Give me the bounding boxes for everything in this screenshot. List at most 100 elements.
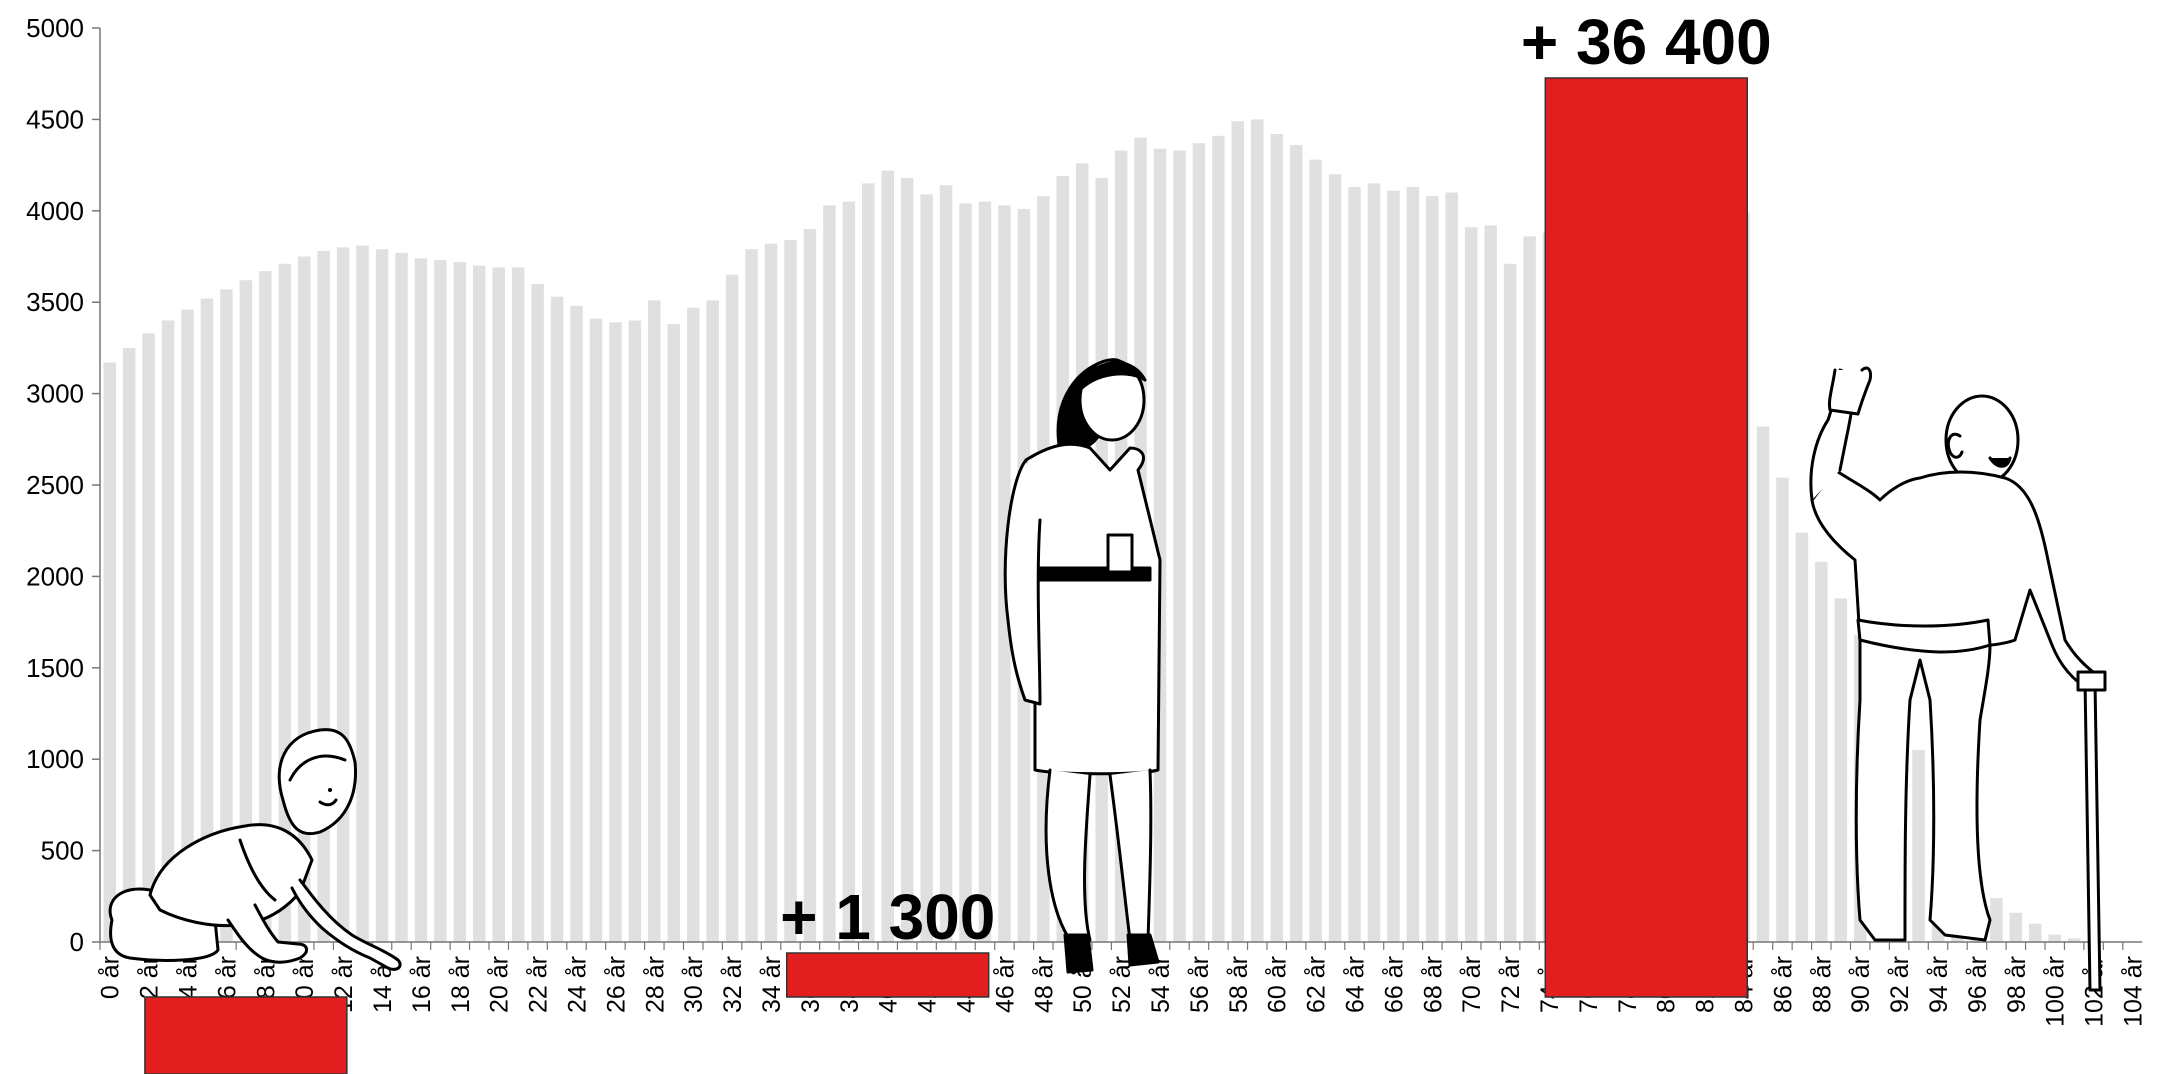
x-tick-label: 4 år — [175, 956, 203, 999]
age-bar — [862, 183, 875, 942]
age-bar — [511, 267, 525, 942]
x-tick-label: 98 år — [2003, 956, 2031, 1013]
age-bar — [200, 298, 214, 942]
age-bar — [395, 252, 408, 942]
age-bar — [259, 271, 272, 942]
age-bar — [648, 300, 661, 942]
age-bar — [628, 320, 642, 943]
x-axis: 0 år 2 år 4 år 6 år 8 år 10 år 12 år 14 år 16 år… — [97, 941, 2148, 1027]
x-tick-label: 92 år — [1886, 956, 1914, 1013]
age-bar — [492, 267, 505, 942]
age-bar — [142, 333, 155, 942]
age-bar — [1523, 236, 1536, 943]
age-bar — [978, 201, 992, 942]
age-bar — [473, 265, 486, 942]
y-tick-label: 4500 — [26, 104, 84, 134]
x-tick-label: 30 år — [680, 956, 708, 1013]
x-tick-label: 48 år — [1030, 956, 1058, 1013]
age-bar — [1173, 150, 1186, 942]
age-bar — [2009, 912, 2023, 942]
age-bar — [414, 258, 428, 942]
age-bar — [181, 309, 194, 943]
x-tick-label: 20 år — [486, 956, 514, 1013]
y-axis: 0 500 1000 1500 2000 2500 3000 3500 4000 4500 5000 — [26, 13, 101, 957]
x-tick-label: 18 år — [447, 956, 475, 1013]
age-bar — [1251, 119, 1264, 942]
age-bar — [1289, 144, 1303, 942]
x-tick-label: 22 år — [525, 956, 553, 1013]
age-bar — [1348, 187, 1361, 942]
age-bar — [881, 170, 894, 943]
highlight-label: + 36 400 — [1521, 6, 1772, 78]
y-tick-label: 2000 — [26, 561, 84, 591]
x-tick-label: 24 år — [564, 956, 592, 1013]
age-bar — [589, 318, 603, 943]
x-tick-label: 2 år — [136, 956, 164, 999]
age-bar — [2048, 934, 2061, 942]
age-bar — [1834, 598, 1848, 942]
age-bar — [1503, 263, 1517, 942]
x-tick-label: 54 år — [1147, 956, 1175, 1013]
x-tick-label: 68 år — [1419, 956, 1447, 1013]
x-tick-label: 86 år — [1769, 956, 1797, 1013]
age-bar — [803, 229, 817, 942]
crawling-baby-illustration — [108, 728, 402, 971]
age-bar — [686, 307, 700, 943]
age-bar — [1484, 225, 1497, 942]
age-bar — [1387, 190, 1400, 942]
age-bar — [2029, 923, 2042, 942]
highlight-bars: + 1 300 + 36 400 — [144, 6, 1772, 1074]
age-bar — [103, 362, 116, 942]
age-bar — [317, 251, 330, 943]
highlight-box — [144, 996, 348, 1074]
age-bar — [336, 247, 350, 943]
age-bar — [434, 260, 447, 942]
age-bar — [1795, 532, 1809, 942]
x-tick-label: 66 år — [1380, 956, 1408, 1013]
age-bar — [356, 245, 369, 943]
y-tick-label: 3000 — [26, 379, 84, 409]
x-tick-label: 104 år — [2120, 956, 2148, 1027]
age-bar — [745, 249, 758, 943]
x-tick-label: 6 år — [213, 956, 241, 999]
age-bar — [220, 289, 233, 942]
age-bar — [297, 256, 311, 942]
x-tick-label: 72 år — [1497, 956, 1525, 1013]
x-tick-label: 70 år — [1458, 956, 1486, 1013]
x-tick-label: 94 år — [1925, 956, 1953, 1013]
age-bar — [764, 243, 778, 943]
highlight-box — [1544, 77, 1749, 998]
age-bar — [1192, 143, 1206, 942]
y-tick-label: 4000 — [26, 196, 84, 226]
y-tick-label: 500 — [41, 836, 84, 866]
x-tick-label: 100 år — [2042, 956, 2070, 1027]
age-bar — [1990, 898, 2003, 942]
age-bar — [1231, 121, 1245, 942]
highlight-label: + 1 300 — [780, 881, 995, 953]
y-tick-label: 5000 — [26, 13, 84, 43]
age-bar — [1426, 196, 1439, 942]
age-bar — [1912, 750, 1925, 942]
age-bar — [1756, 426, 1770, 942]
highlight-box — [786, 952, 990, 998]
age-bar — [667, 324, 681, 942]
age-bar — [1367, 183, 1381, 942]
x-tick-label: 56 år — [1186, 956, 1214, 1013]
woman-with-cup-illustration — [1003, 358, 1162, 974]
age-bar — [1270, 134, 1283, 943]
x-tick-label: 34 år — [758, 956, 786, 1013]
x-tick-label: 96 år — [1964, 956, 1992, 1013]
y-tick-label: 3500 — [26, 287, 84, 317]
age-bar — [1309, 159, 1322, 943]
age-bar — [570, 305, 583, 943]
age-bar — [375, 249, 389, 943]
age-bar — [939, 185, 953, 942]
age-bar — [784, 240, 797, 943]
x-tick-label: 64 år — [1342, 956, 1370, 1013]
age-bar — [609, 322, 622, 943]
age-bar — [823, 205, 836, 943]
age-bar — [725, 274, 739, 942]
x-tick-label: 88 år — [1808, 956, 1836, 1013]
old-man-with-cane-illustration — [1809, 366, 2107, 992]
x-tick-label: 0 år — [97, 956, 125, 999]
